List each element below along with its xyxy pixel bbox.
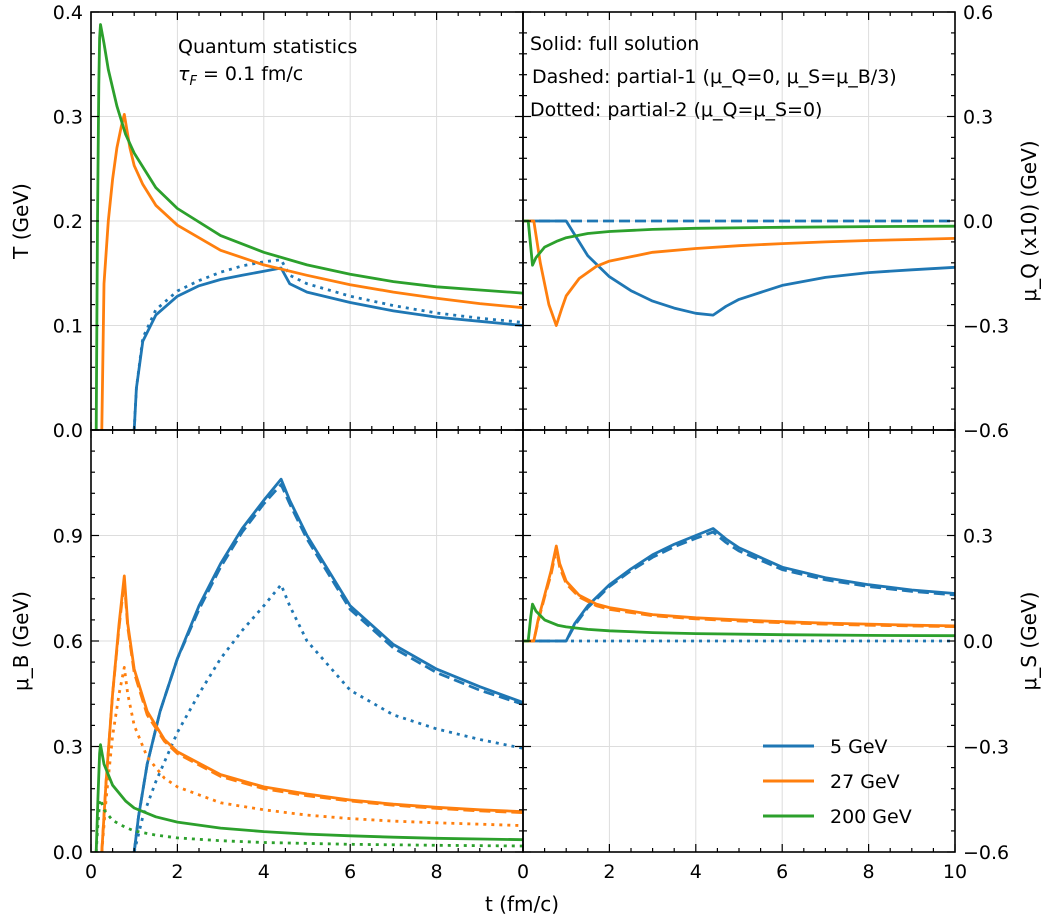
annotation-tau-f: τF = 0.1 fm/c bbox=[178, 63, 303, 89]
y-tick-label: 0.9 bbox=[53, 526, 83, 548]
annotation-quantum-statistics: Quantum statistics bbox=[178, 36, 357, 58]
y-tick-label: 0.2 bbox=[53, 211, 83, 233]
annotation-dashed-partial1: Dashed: partial-1 (μ_Q=0, μ_S=μ_B/3) bbox=[532, 66, 897, 88]
series-5gev-solid bbox=[523, 527, 956, 643]
legend-label-200gev: 200 GeV bbox=[830, 806, 912, 828]
series-27gev-dashed bbox=[523, 548, 956, 643]
x-tick-label: 10 bbox=[943, 861, 967, 883]
x-axis-label: t (fm/c) bbox=[485, 892, 559, 916]
y-tick-label: 0.3 bbox=[53, 737, 83, 759]
legend-label-5gev: 5 GeV bbox=[830, 736, 888, 758]
legend-label-27gev: 27 GeV bbox=[830, 771, 900, 793]
series-200gev-solid bbox=[523, 602, 956, 643]
panel-bottom-left: 0.0 0.3 0.6 0.9 0 2 4 6 8 μ_B (GeV) bbox=[9, 429, 524, 883]
series-5gev-dashed bbox=[132, 483, 524, 853]
y-tick-label: 0.0 bbox=[53, 420, 83, 442]
series-27gev-solid bbox=[523, 219, 956, 327]
y-tick-label: −0.6 bbox=[963, 420, 1009, 442]
y-tick-label: 0.3 bbox=[53, 107, 83, 129]
series-27gev-dotted bbox=[100, 666, 524, 853]
annotation-dotted-partial2: Dotted: partial-2 (μ_Q=μ_S=0) bbox=[530, 99, 822, 121]
panel-bottom-right: −0.6 −0.3 0.0 0.3 0 2 4 6 8 10 μ_S (GeV) bbox=[517, 429, 1041, 883]
y-tick-label: −0.3 bbox=[963, 316, 1009, 338]
series-27gev-dashed bbox=[100, 579, 524, 853]
y-axis-label: μ_Q (x10) (GeV) bbox=[1017, 140, 1041, 301]
x-tick-label: 2 bbox=[171, 861, 183, 883]
y-tick-label: 0.3 bbox=[963, 526, 993, 548]
y-tick-label: −0.6 bbox=[963, 842, 1009, 864]
x-tick-label: 8 bbox=[431, 861, 443, 883]
y-axis-label: μ_S (GeV) bbox=[1017, 592, 1041, 691]
y-axis-label: μ_B (GeV) bbox=[9, 591, 33, 691]
x-tick-label: 0 bbox=[85, 861, 97, 883]
x-tick-label: 8 bbox=[863, 861, 875, 883]
series-5gev-solid bbox=[132, 266, 524, 431]
series-5gev-dashed bbox=[523, 530, 956, 643]
series-27gev-solid bbox=[100, 113, 524, 431]
y-tick-label: 0.0 bbox=[53, 842, 83, 864]
y-tick-label: 0.3 bbox=[963, 107, 993, 129]
series-200gev-dotted bbox=[94, 797, 524, 853]
y-tick-label: 0.6 bbox=[53, 631, 83, 653]
series-200gev-solid bbox=[94, 23, 524, 431]
panels-layer: 0.0 0.1 0.2 0.3 0.4 T (GeV) −0.6 −0.3 0.0 0.3 0.6 μ… bbox=[9, 2, 1041, 883]
annotation-solid-full: Solid: full solution bbox=[530, 33, 699, 55]
x-tick-label: 6 bbox=[344, 861, 356, 883]
series-200gev-solid bbox=[94, 743, 524, 853]
x-tick-label: 2 bbox=[603, 861, 615, 883]
y-tick-label: 0.0 bbox=[963, 631, 993, 653]
y-tick-label: 0.0 bbox=[963, 211, 993, 233]
series-5gev-dotted bbox=[132, 258, 524, 431]
x-tick-label: 4 bbox=[258, 861, 270, 883]
series-200gev-solid bbox=[523, 219, 956, 267]
y-tick-label: 0.4 bbox=[53, 2, 83, 24]
legend: 5 GeV 27 GeV 200 GeV bbox=[763, 736, 912, 828]
x-tick-label: 0 bbox=[517, 861, 529, 883]
y-tick-label: −0.3 bbox=[963, 737, 1009, 759]
x-tick-label: 4 bbox=[690, 861, 702, 883]
series-27gev-solid bbox=[100, 574, 524, 853]
x-tick-label: 6 bbox=[776, 861, 788, 883]
y-tick-label: 0.1 bbox=[53, 316, 83, 338]
series-5gev-solid bbox=[523, 219, 956, 317]
y-tick-label: 0.6 bbox=[963, 2, 993, 24]
y-axis-label: T (GeV) bbox=[9, 183, 33, 260]
